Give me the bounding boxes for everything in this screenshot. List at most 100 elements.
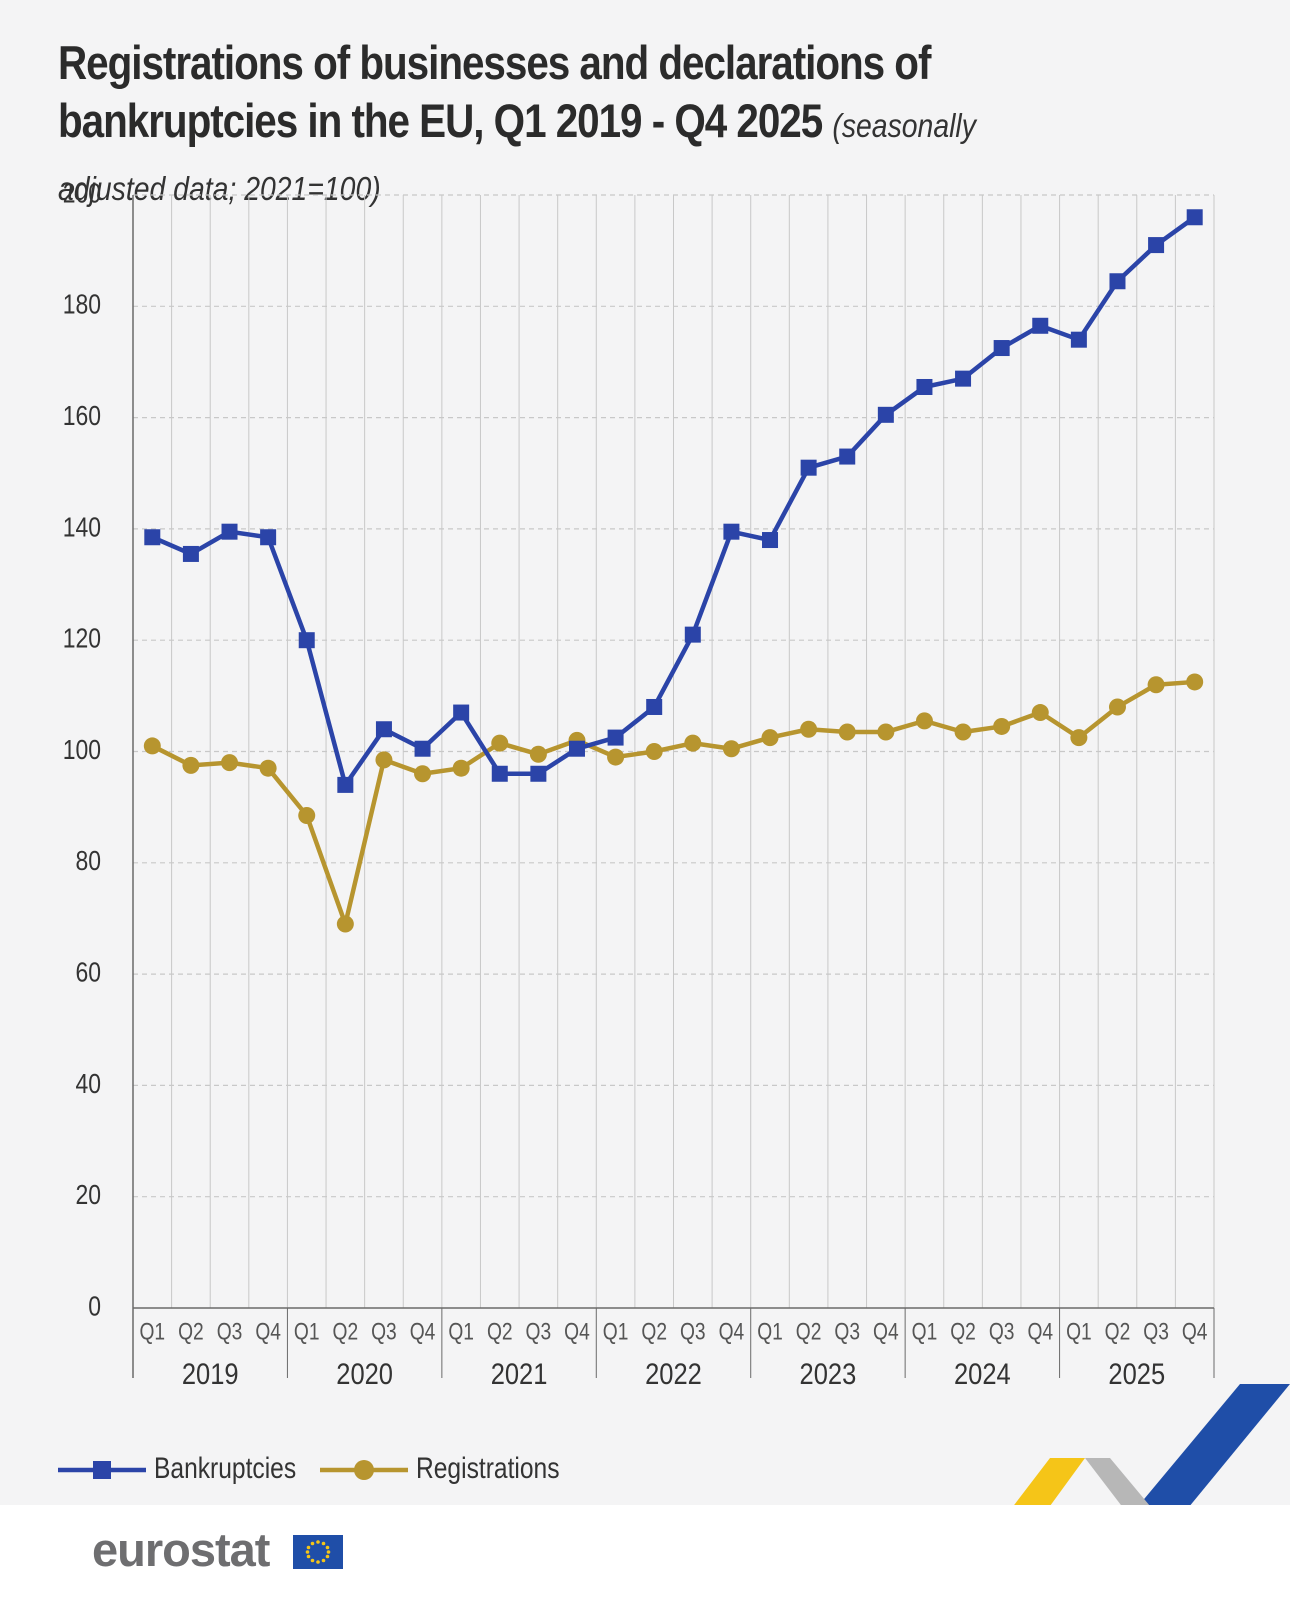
data-point-bankruptcies [839, 448, 856, 465]
legend-label-bankruptcies: Bankruptcies [154, 1451, 296, 1485]
eurostat-logo: eurostat [92, 1523, 270, 1576]
x-tick-label-quarter: Q3 [834, 1317, 860, 1345]
x-tick-label-year: 2022 [645, 1357, 702, 1390]
y-tick-label: 80 [75, 846, 101, 877]
y-tick-label: 120 [63, 624, 101, 655]
x-tick-label-quarter: Q4 [410, 1317, 436, 1345]
x-tick-label-year: 2025 [1108, 1357, 1165, 1390]
eu-flag-icon [293, 1535, 343, 1569]
x-tick-label-quarter: Q4 [873, 1317, 899, 1345]
data-point-registrations [877, 723, 895, 741]
data-point-bankruptcies [530, 765, 547, 782]
y-tick-label: 40 [75, 1069, 101, 1100]
y-tick-label: 180 [63, 290, 101, 321]
data-point-registrations [761, 729, 779, 747]
x-tick-label-year: 2020 [336, 1357, 393, 1390]
y-tick-label: 20 [75, 1180, 101, 1211]
x-tick-label-quarter: Q1 [912, 1317, 938, 1345]
x-tick-label-quarter: Q3 [1143, 1317, 1169, 1345]
footer-band [0, 1505, 1290, 1602]
data-point-bankruptcies [337, 776, 354, 793]
data-point-registrations [838, 723, 856, 741]
data-point-registrations [1147, 676, 1165, 694]
x-tick-label-quarter: Q4 [564, 1317, 590, 1345]
title-main: Registrations of businesses and declarat… [58, 36, 931, 147]
data-point-bankruptcies [800, 459, 817, 476]
x-tick-label-quarter: Q4 [719, 1317, 745, 1345]
x-tick-label-quarter: Q1 [757, 1317, 783, 1345]
y-tick-label: 160 [63, 401, 101, 432]
data-point-bankruptcies [414, 740, 431, 757]
data-point-bankruptcies [1148, 237, 1165, 254]
title-subtitle: (seasonally adjusted data; 2021=100) [58, 107, 976, 207]
data-point-registrations [259, 759, 277, 777]
data-point-registrations [375, 751, 393, 769]
data-point-registrations [722, 740, 740, 758]
x-tick-label-quarter: Q3 [217, 1317, 243, 1345]
y-tick-label: 60 [75, 957, 101, 988]
x-tick-label-quarter: Q1 [140, 1317, 166, 1345]
y-tick-label: 140 [63, 512, 101, 543]
x-tick-label-quarter: Q3 [680, 1317, 706, 1345]
x-tick-label-quarter: Q2 [641, 1317, 667, 1345]
x-tick-label-quarter: Q3 [989, 1317, 1015, 1345]
data-point-bankruptcies [182, 545, 199, 562]
legend-marker-bankruptcies [93, 1461, 111, 1479]
data-point-registrations [1186, 673, 1204, 691]
x-tick-label-quarter: Q4 [1027, 1317, 1053, 1345]
x-tick-label-quarter: Q2 [950, 1317, 976, 1345]
y-tick-label: 0 [88, 1291, 101, 1322]
data-point-registrations [491, 734, 509, 752]
x-tick-label-quarter: Q2 [178, 1317, 204, 1345]
data-point-bankruptcies [298, 632, 315, 649]
y-tick-label: 200 [63, 178, 101, 209]
data-point-bankruptcies [607, 729, 624, 746]
data-point-registrations [529, 745, 547, 763]
data-point-bankruptcies [491, 765, 508, 782]
data-point-bankruptcies [568, 740, 585, 757]
data-point-registrations [182, 756, 200, 774]
data-point-bankruptcies [916, 378, 933, 395]
data-point-registrations [221, 754, 239, 772]
data-point-bankruptcies [762, 532, 779, 549]
x-tick-label-quarter: Q1 [294, 1317, 320, 1345]
data-point-bankruptcies [453, 704, 470, 721]
x-tick-label-year: 2024 [954, 1357, 1011, 1390]
x-tick-label-quarter: Q2 [487, 1317, 513, 1345]
x-tick-label-quarter: Q2 [333, 1317, 359, 1345]
data-point-bankruptcies [375, 721, 392, 738]
series-line-registrations [151, 679, 1195, 927]
x-tick-label-year: 2023 [800, 1357, 857, 1390]
data-point-registrations [1070, 729, 1088, 747]
x-tick-label-quarter: Q1 [448, 1317, 474, 1345]
data-point-bankruptcies [1070, 331, 1087, 348]
data-point-bankruptcies [1032, 317, 1049, 334]
data-point-registrations [336, 915, 354, 933]
data-point-registrations [414, 765, 432, 783]
data-point-bankruptcies [646, 698, 663, 715]
data-point-registrations [298, 806, 316, 824]
x-tick-label-quarter: Q1 [1066, 1317, 1092, 1345]
data-point-registrations [800, 720, 818, 738]
data-point-bankruptcies [1186, 209, 1203, 226]
data-point-registrations [954, 723, 972, 741]
x-tick-label-year: 2021 [491, 1357, 548, 1390]
data-point-registrations [645, 743, 663, 760]
data-point-registrations [607, 748, 625, 766]
x-tick-label-quarter: Q1 [603, 1317, 629, 1345]
data-point-bankruptcies [221, 523, 238, 540]
x-tick-label-quarter: Q2 [796, 1317, 822, 1345]
legend-marker-registrations [354, 1460, 374, 1480]
data-point-bankruptcies [877, 406, 894, 423]
data-point-registrations [993, 717, 1011, 735]
chart-title: Registrations of businesses and declarat… [58, 34, 1090, 218]
data-point-registrations [143, 737, 161, 755]
x-tick-label-quarter: Q4 [1182, 1317, 1208, 1345]
data-point-registrations [684, 734, 702, 752]
y-tick-label: 100 [63, 735, 101, 766]
data-point-bankruptcies [1109, 273, 1126, 290]
x-tick-label-year: 2019 [182, 1357, 239, 1390]
data-point-bankruptcies [993, 340, 1010, 357]
